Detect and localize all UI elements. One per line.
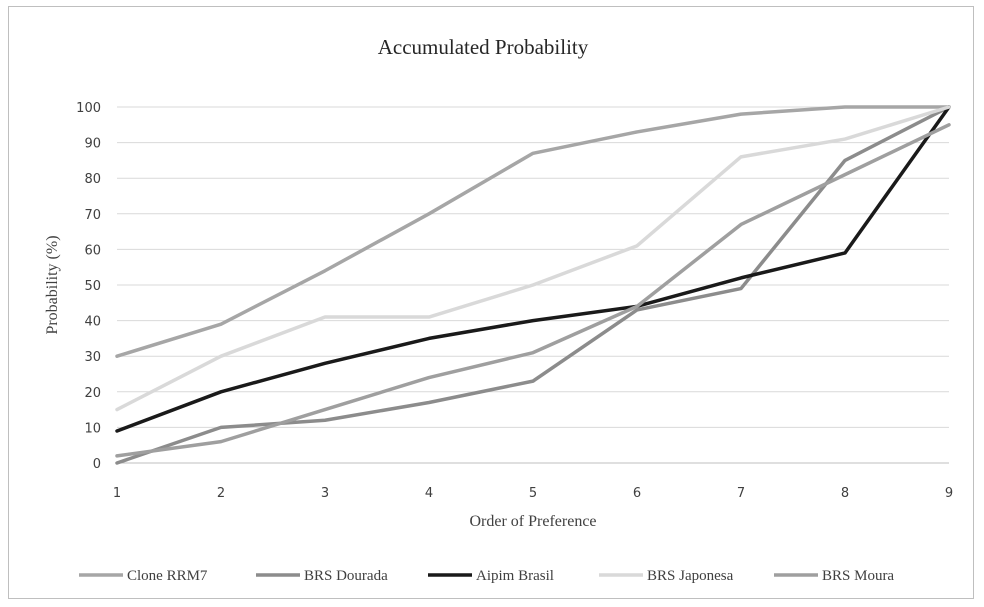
line-chart: Accumulated Probability 0 10 20 30 40 50 60 70 8…	[44, 35, 953, 584]
x-tick-label-2: 2	[217, 486, 225, 501]
y-axis-tick-labels: 0 10 20 30 40 50 60 70 80 90 100	[76, 101, 101, 472]
y-tick-label-40: 40	[84, 315, 101, 330]
x-tick-label-4: 4	[425, 486, 433, 501]
y-axis-title: Probability (%)	[44, 235, 61, 334]
chart-title: Accumulated Probability	[378, 35, 589, 59]
x-tick-label-5: 5	[529, 486, 537, 501]
x-tick-label-9: 9	[945, 486, 953, 501]
series-line-brs-moura	[115, 123, 951, 458]
y-tick-label-20: 20	[84, 386, 101, 401]
legend-label-aipim-brasil: Aipim Brasil	[476, 568, 554, 584]
legend-label-brs-japonesa: BRS Japonesa	[647, 568, 734, 584]
legend-label-brs-dourada: BRS Dourada	[304, 568, 388, 584]
chart-frame: Accumulated Probability 0 10 20 30 40 50 60 70 8…	[8, 6, 974, 599]
y-tick-label-50: 50	[84, 279, 101, 294]
y-tick-label-80: 80	[84, 172, 101, 187]
x-tick-label-7: 7	[737, 486, 745, 501]
y-tick-label-90: 90	[84, 137, 101, 152]
y-tick-label-0: 0	[93, 457, 101, 472]
y-tick-label-60: 60	[84, 243, 101, 258]
x-tick-label-6: 6	[633, 486, 641, 501]
legend-label-clone-rrm7: Clone RRM7	[127, 568, 208, 584]
x-axis-title: Order of Preference	[469, 513, 596, 530]
y-tick-label-30: 30	[84, 350, 101, 365]
series-line-brs-dourada	[115, 105, 951, 465]
y-tick-label-100: 100	[76, 101, 101, 116]
x-tick-label-8: 8	[841, 486, 849, 501]
legend-label-brs-moura: BRS Moura	[822, 568, 894, 584]
x-axis-tick-labels: 1 2 3 4 5 6 7 8 9	[113, 486, 953, 501]
y-tick-label-70: 70	[84, 208, 101, 223]
legend: Clone RRM7 BRS Dourada Aipim Brasil BRS Jap…	[79, 568, 894, 584]
x-tick-label-3: 3	[321, 486, 329, 501]
y-tick-label-10: 10	[84, 421, 101, 436]
series-line-brs-japonesa	[115, 105, 951, 412]
series-line-clone-rrm7	[115, 105, 951, 358]
series-line-aipim-brasil	[115, 105, 951, 433]
x-tick-label-1: 1	[113, 486, 121, 501]
series-lines	[115, 105, 951, 465]
